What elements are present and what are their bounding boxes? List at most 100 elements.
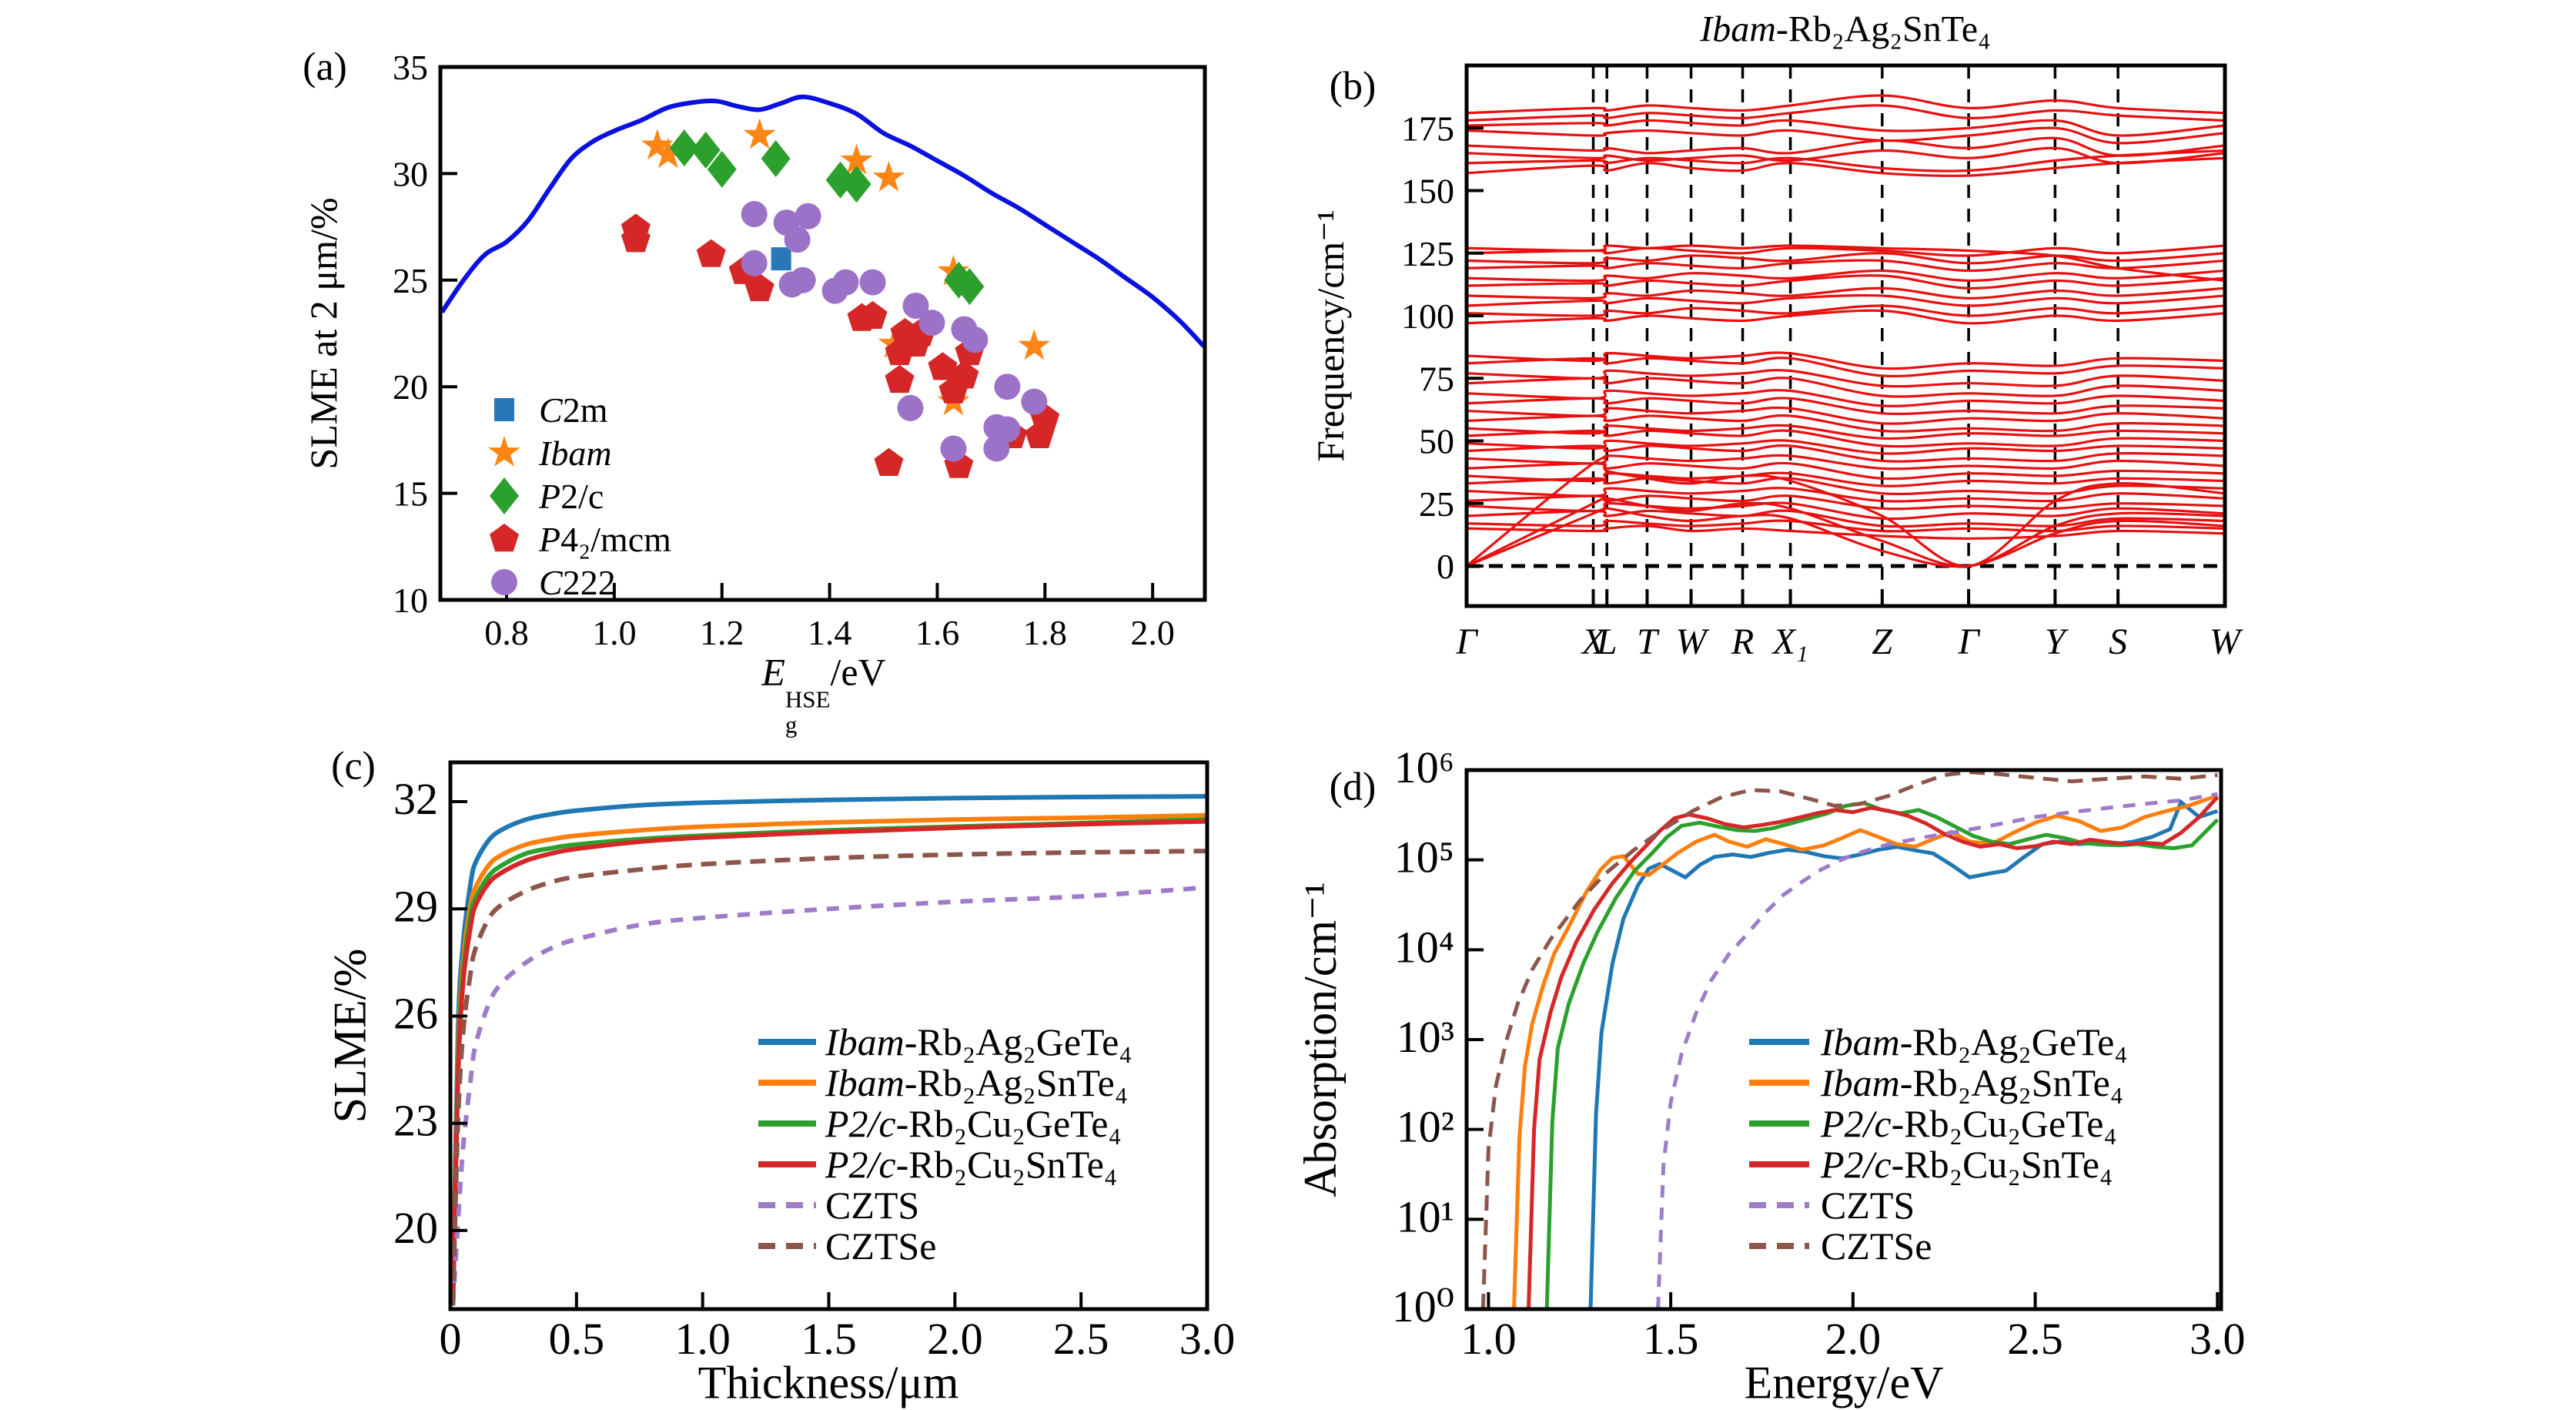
shockley-queisser-limit-curve (441, 94, 1204, 348)
phonon-band (1467, 104, 2224, 122)
panel-d-ytick-label: 10³ (1397, 1012, 1454, 1062)
panel-b-ytick-label: 50 (1419, 422, 1454, 461)
panel-d-legend-item-5: CZTSe (1749, 1224, 1932, 1268)
panel-d-xlabel: Energy/eV (1744, 1357, 1944, 1408)
panel-c-ytick-label: 26 (393, 988, 438, 1038)
circle-data-point (962, 327, 989, 353)
panel-c: 0 0.5 1.0 1.5 2.0 2.5 3.0 20 23 26 29 32 Ibam-Rb₂Ag₂… (393, 760, 1235, 1364)
phonon-band (1467, 136, 2224, 157)
panel-a-xtick-label: 1.4 (808, 613, 852, 652)
panel-c-ylabel: SLME/% (324, 948, 376, 1124)
phonon-band (1467, 414, 2224, 433)
diamond-data-point (955, 268, 985, 306)
panel-d-xtick-label: 1.0 (1460, 1314, 1517, 1364)
panel-a-ytick-label: 20 (393, 367, 428, 407)
circle-data-point (778, 271, 805, 298)
phonon-band (1467, 439, 2224, 455)
panel-d-legend-item-2: P2/c-Rb₂Cu₂GeTe₄ (1749, 1102, 2117, 1145)
star-data-point (641, 129, 674, 160)
k-point-label: W (1676, 621, 1710, 662)
phonon-band (1467, 471, 2224, 487)
panel-a-ytick-label: 30 (393, 154, 428, 193)
panel-a-xtick-label: 1.6 (915, 613, 960, 652)
k-point-label: W (2210, 621, 2243, 662)
diamond-data-point (761, 140, 791, 178)
panel-d-legend-label-5: CZTSe (1821, 1224, 1932, 1268)
phonon-band (1467, 524, 2224, 540)
circle-data-point (918, 310, 945, 337)
square-legend-marker (494, 398, 514, 421)
panel-b-ytick-label: 25 (1419, 484, 1454, 524)
pentagon-data-point (874, 447, 904, 476)
panel-a-xtick-label: 2.0 (1130, 613, 1175, 652)
panel-a-legend-label-4: C222 (539, 563, 616, 602)
circle-data-point (821, 277, 848, 304)
panel-c-legend-item-5: CZTSe (758, 1224, 936, 1268)
panel-d-legend-item-4: CZTS (1749, 1184, 1915, 1227)
panel-a-ytick-label: 10 (393, 581, 428, 620)
pentagon-data-point (885, 364, 915, 394)
k-point-label: Y (2045, 621, 2069, 662)
star-data-point (1018, 329, 1051, 360)
diamond-data-point (825, 161, 855, 199)
phonon-band (1467, 509, 2224, 528)
circle-data-point (940, 435, 967, 462)
panel-c-plot-area (451, 794, 1206, 1306)
star-legend-marker (488, 436, 520, 467)
phonon-band (1467, 369, 2224, 388)
panel-c-legend-label-5: CZTSe (825, 1224, 936, 1268)
phonon-band (1467, 94, 2224, 115)
k-point-label: L (1596, 621, 1618, 662)
panel-b-title-italic: Ibam (1700, 8, 1776, 50)
phonon-band (1467, 506, 2224, 568)
circle-data-point (795, 203, 821, 229)
phonon-band (1467, 519, 2224, 533)
phonon-band (1467, 244, 2224, 257)
star-data-point (651, 137, 684, 169)
panel-a-legend-label-2: P2/c (538, 477, 604, 516)
panel-a-xlabel-unit: /eV (830, 650, 886, 694)
square-data-point (771, 247, 791, 271)
panel-b-ylabel: Frequency/cm⁻¹ (1309, 209, 1352, 462)
circle-data-point (994, 373, 1021, 400)
panel-c-xlabel: Thickness/μm (698, 1357, 959, 1408)
panel-a-xtick-label: 1.8 (1023, 613, 1068, 652)
phonon-band (1467, 477, 2224, 496)
panel-c-legend-item-0: Ibam-Rb₂Ag₂GeTe₄ (758, 1020, 1132, 1063)
diamond-legend-marker (490, 477, 519, 514)
phonon-band (1467, 304, 2224, 317)
panel-a-legend-item-1: Ibam (488, 434, 612, 473)
panel-d-letter: (d) (1329, 765, 1377, 809)
phonon-band (1467, 351, 2224, 370)
panel-b-ytick-label: 150 (1401, 172, 1454, 211)
panel-a: 0.8 1.0 1.2 1.4 1.6 1.8 2.0 10 15 20 25 30 35 C2m Ibam… (393, 48, 1207, 652)
phonon-band (1467, 461, 2224, 481)
panel-b-ytick-label: 125 (1401, 234, 1454, 273)
panel-d-ytick-label: 10⁵ (1394, 832, 1454, 883)
phonon-band (1467, 156, 2224, 177)
panel-a-xlabel-subsup: HSE g (785, 686, 831, 738)
pentagon-legend-marker (490, 524, 519, 552)
pentagon-data-point (621, 224, 651, 253)
panel-d-legend-label-3: P2/c-Rb₂Cu₂SnTe₄ (1820, 1143, 2113, 1186)
pentagon-data-point (938, 375, 969, 404)
panel-a-legend-label-0: C2m (539, 390, 608, 430)
panel-c-ytick-label: 23 (393, 1096, 438, 1146)
phonon-band (1467, 444, 2224, 463)
absorption-curve-4 (1656, 792, 2218, 1308)
phonon-band (1467, 146, 2224, 165)
circle-data-point (902, 293, 929, 320)
pentagon-data-point (928, 352, 958, 380)
panel-a-ytick-label: 15 (393, 474, 428, 514)
panel-d-legend-label-1: Ibam-Rb₂Ag₂SnTe₄ (1820, 1061, 2123, 1104)
slme-curve-3 (451, 819, 1206, 1302)
diamond-data-point (841, 166, 871, 203)
panel-c-xtick-label: 2.5 (1053, 1314, 1109, 1364)
diamond-data-point (707, 150, 737, 188)
k-point-label: T (1637, 621, 1660, 662)
circle-data-point (897, 394, 924, 421)
panel-b-title: Ibam-Rb₂Ag₂SnTe₄ (1700, 8, 1991, 51)
k-point-label: Γ (1957, 621, 1980, 662)
